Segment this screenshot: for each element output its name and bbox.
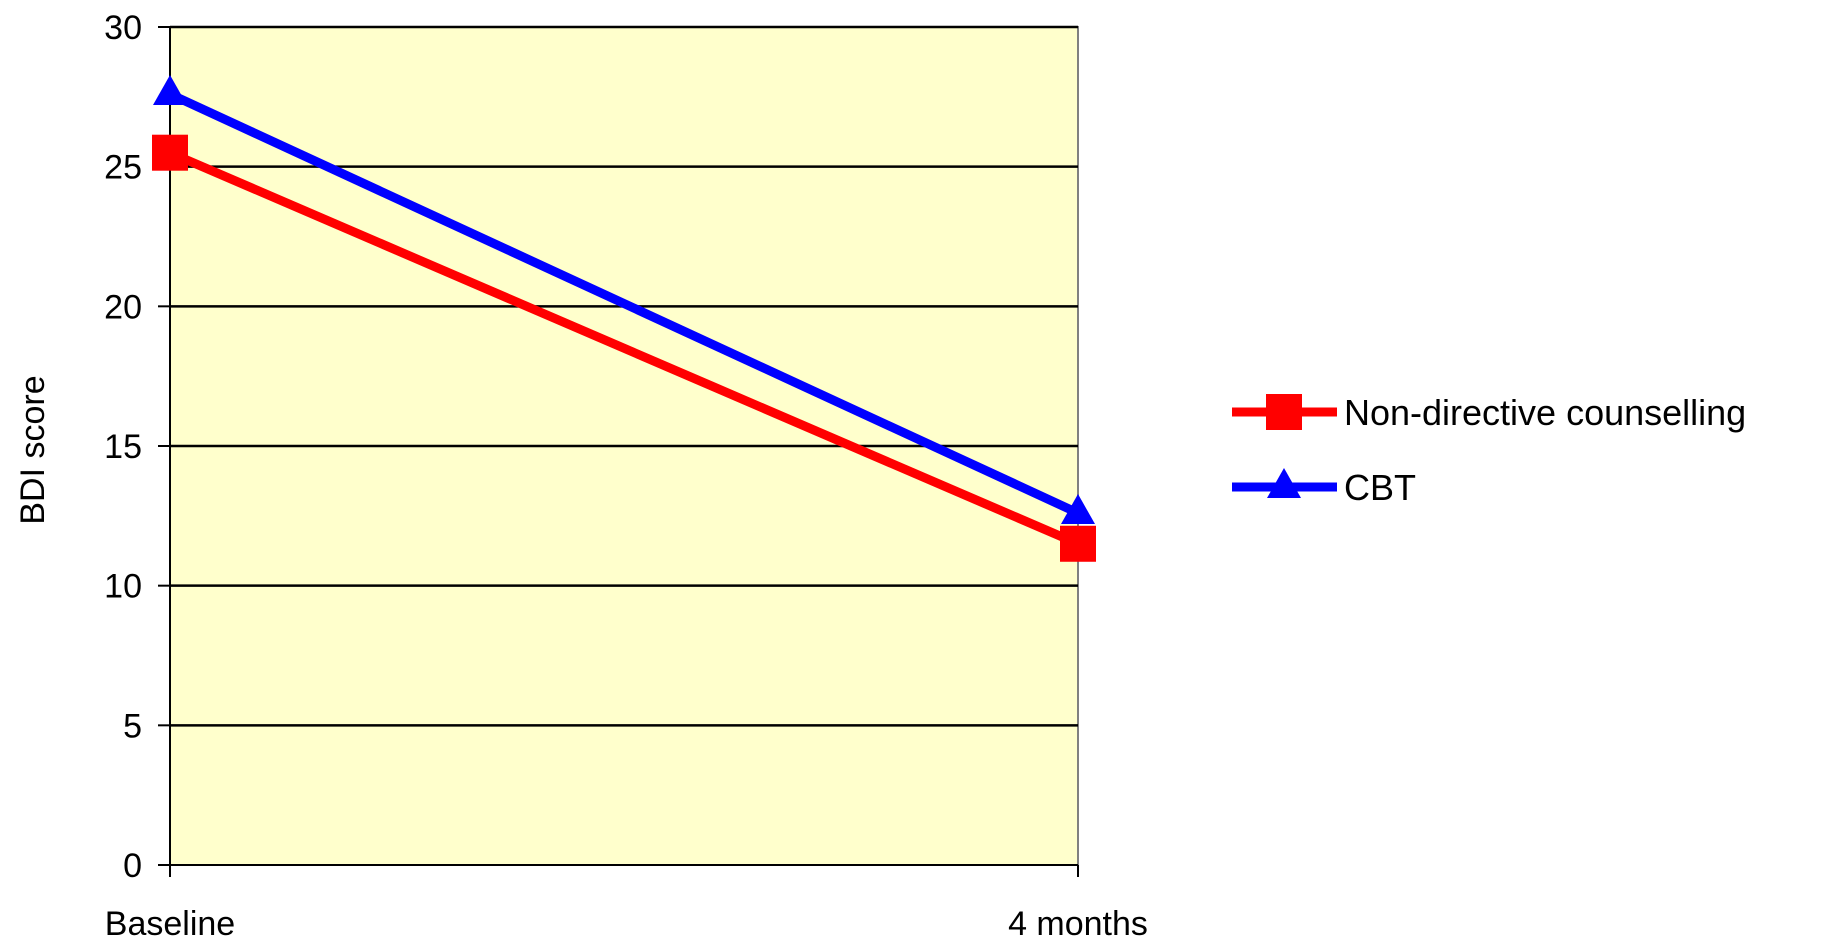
y-axis-title: BDI score [14,375,52,524]
legend-swatch-marker [1267,468,1301,498]
y-tick-label: 20 [104,288,142,326]
series-line-0 [168,148,1080,548]
y-tick-label: 10 [104,568,142,606]
y-tick-label: 15 [104,428,142,466]
y-tick-label: 5 [123,707,142,745]
data-point-marker [153,75,187,106]
legend-label: CBT [1344,467,1416,508]
x-tick-label: 4 months [1008,905,1148,943]
y-axis-ticks: 0 5 10 15 20 25 30 [104,9,170,885]
y-tick-label: 0 [123,847,142,885]
legend-label: Non-directive counselling [1344,392,1746,433]
series-line-1 [168,89,1080,518]
series-group [152,75,1096,562]
legend-swatch-marker [1266,394,1302,430]
x-tick-label: Baseline [105,905,235,943]
data-point-marker [1060,525,1096,562]
x-axis-ticks: Baseline 4 months [105,865,1148,943]
data-point-marker [1061,494,1095,525]
y-tick-label: 30 [104,9,142,47]
legend: Non-directive counselling CBT [1232,392,1746,508]
y-tick-label: 25 [104,149,142,187]
data-point-marker [152,134,188,171]
